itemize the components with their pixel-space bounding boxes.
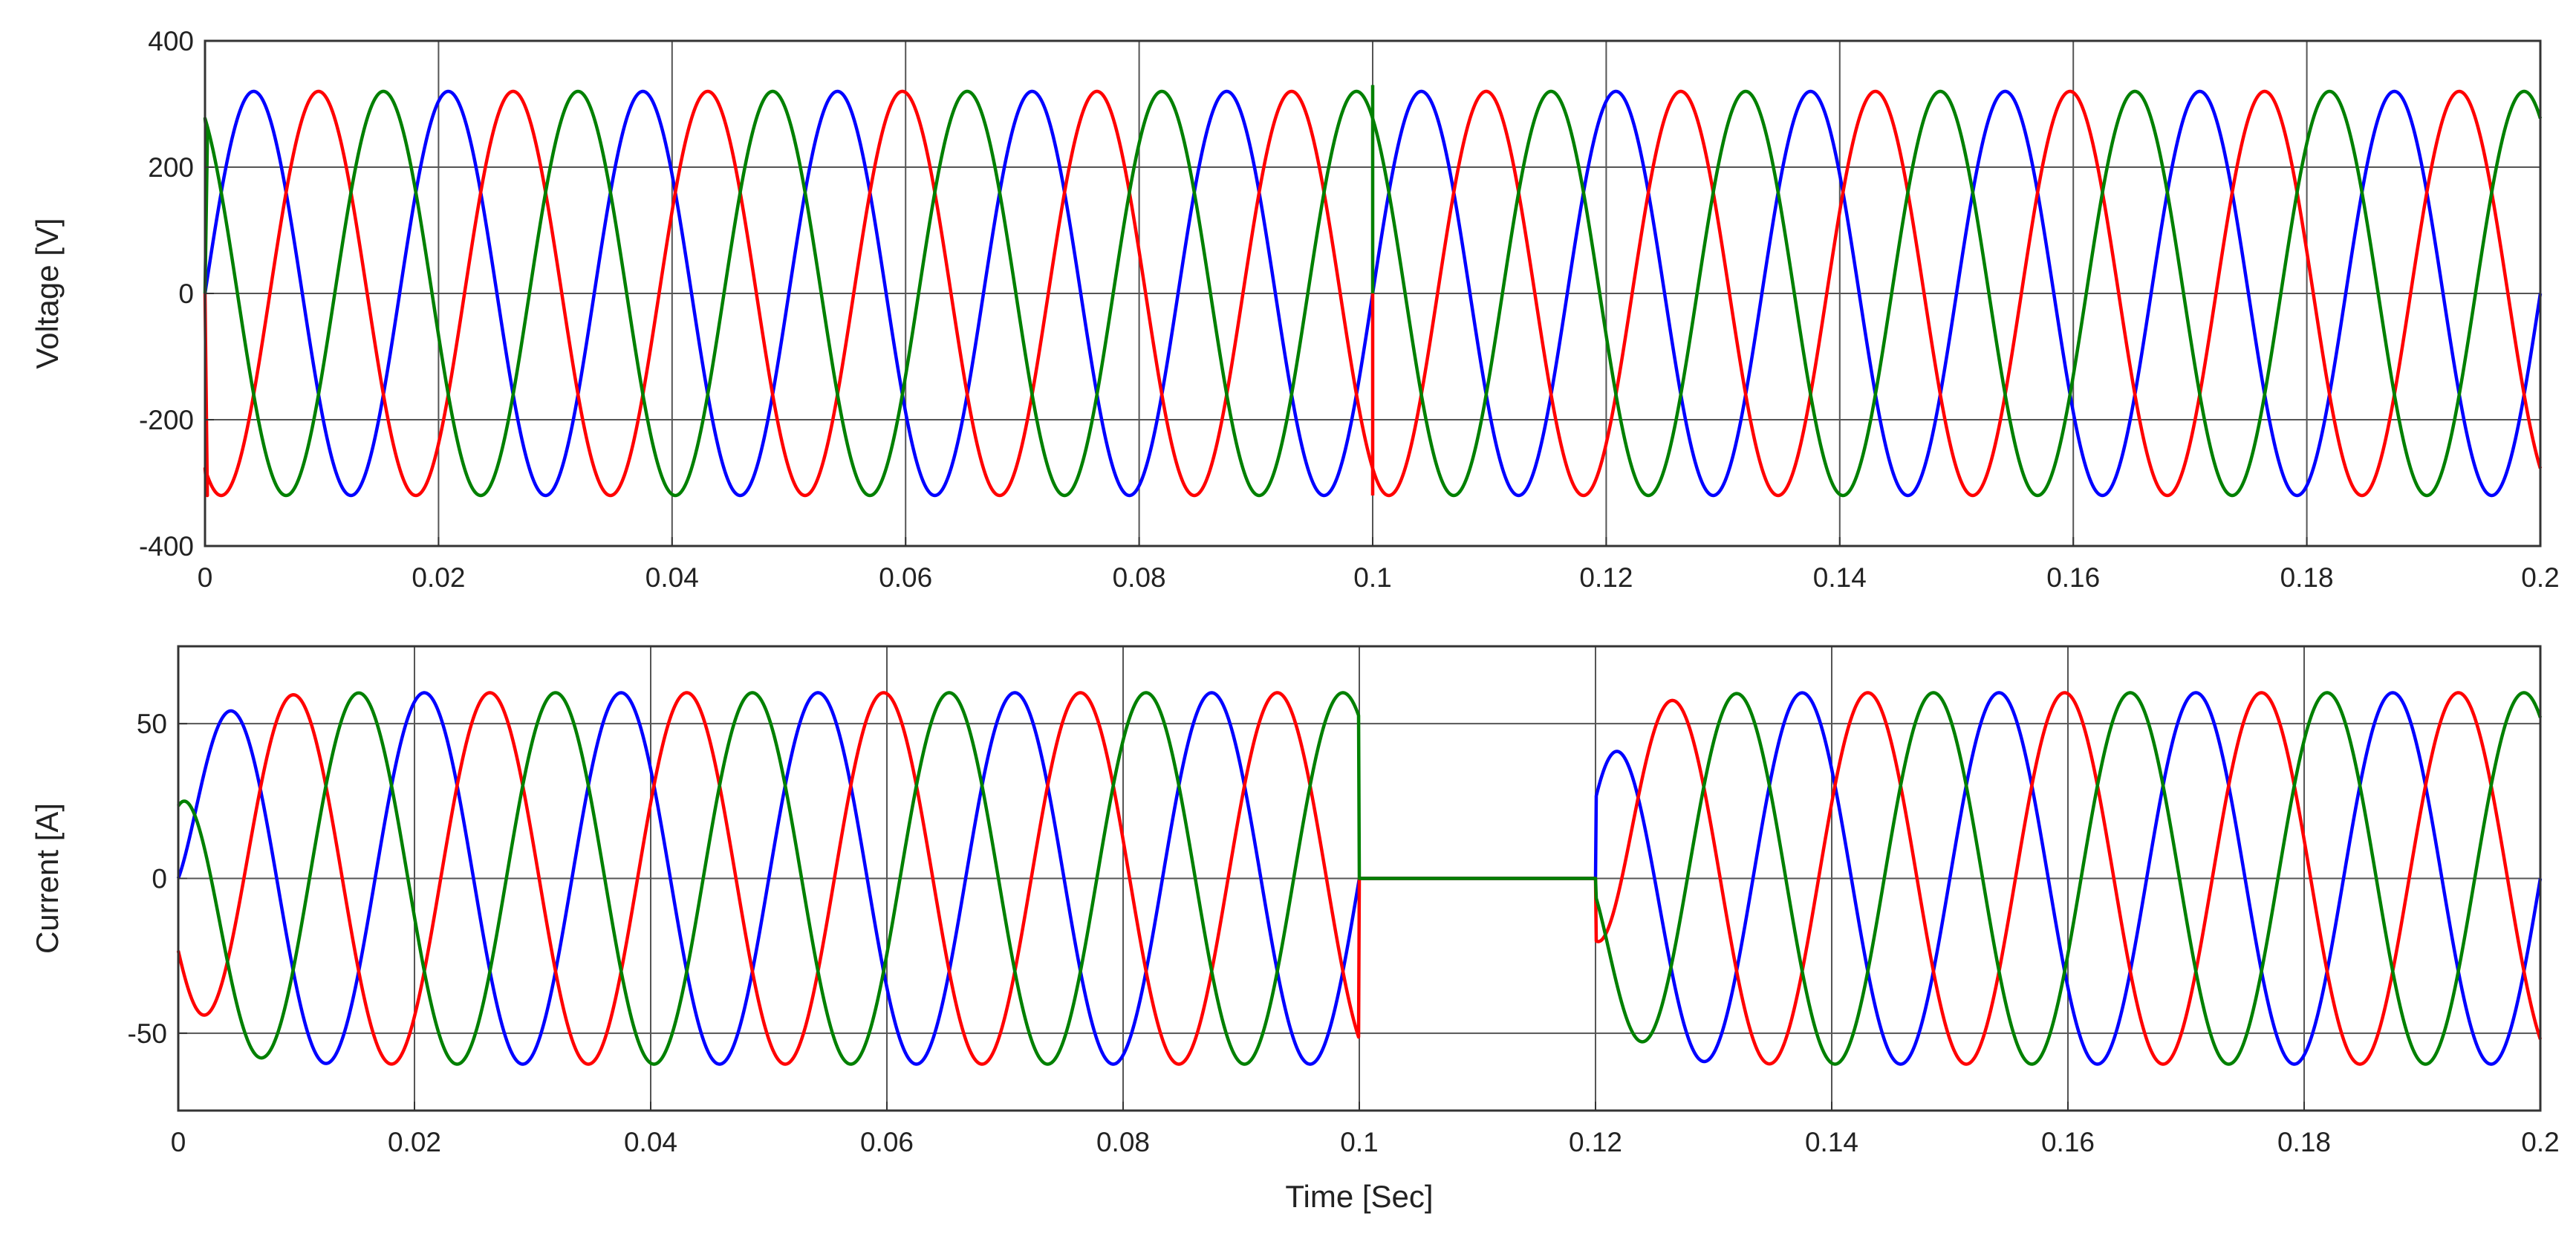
x-tick-label-0_06: 0.06 bbox=[860, 1127, 914, 1157]
y-tick-label-m50: -50 bbox=[128, 1018, 167, 1049]
current-panel: 0 0.02 0.04 0.06 0.08 0.1 0.12 0.14 0.16 0.18 0.2 -… bbox=[30, 645, 2560, 1214]
x-tick-label-0_18: 0.18 bbox=[2280, 562, 2334, 593]
series-line-current-2 bbox=[177, 691, 2543, 1066]
x-tick-label-0_04: 0.04 bbox=[645, 562, 699, 593]
y-tick-label-m200: -200 bbox=[139, 405, 194, 435]
y-tick-label-0: 0 bbox=[178, 279, 194, 309]
y-tick-label-400: 400 bbox=[148, 26, 194, 56]
x-tick-label-0_2: 0.2 bbox=[2521, 1127, 2559, 1157]
x-tick-label-0_14: 0.14 bbox=[1813, 562, 1867, 593]
x-tick-label-0_08: 0.08 bbox=[1113, 562, 1166, 593]
y-axis-label: Current [A] bbox=[30, 803, 65, 954]
x-tick-label-0_12: 0.12 bbox=[1569, 1127, 1622, 1157]
x-tick-label-0: 0 bbox=[171, 1127, 186, 1157]
x-tick-label-0_1: 0.1 bbox=[1353, 562, 1391, 593]
y-tick-label-m400: -400 bbox=[139, 531, 194, 562]
x-tick-label-0_14: 0.14 bbox=[1805, 1127, 1858, 1157]
x-axis-label: Time [Sec] bbox=[1285, 1179, 1433, 1214]
x-tick-label-0_02: 0.02 bbox=[388, 1127, 441, 1157]
x-tick-label-0_08: 0.08 bbox=[1096, 1127, 1150, 1157]
x-tick-label-0_12: 0.12 bbox=[1579, 562, 1633, 593]
x-tick-label-0: 0 bbox=[198, 562, 213, 593]
x-tick-label-0_04: 0.04 bbox=[624, 1127, 677, 1157]
voltage-panel: 0 0.02 0.04 0.06 0.08 0.1 0.12 0.14 0.16 0.18 0.2 -… bbox=[30, 26, 2560, 593]
y-tick-label-0: 0 bbox=[152, 864, 167, 894]
y-tick-label-200: 200 bbox=[148, 152, 194, 183]
y-axis-label: Voltage [V] bbox=[30, 218, 65, 368]
x-tick-label-0_16: 0.16 bbox=[2046, 562, 2100, 593]
x-tick-label-0_16: 0.16 bbox=[2041, 1127, 2095, 1157]
x-tick-label-0_02: 0.02 bbox=[412, 562, 465, 593]
x-tick-label-0_1: 0.1 bbox=[1340, 1127, 1378, 1157]
x-tick-label-0_06: 0.06 bbox=[879, 562, 932, 593]
x-tick-label-0_2: 0.2 bbox=[2521, 562, 2559, 593]
x-tick-label-0_18: 0.18 bbox=[2277, 1127, 2331, 1157]
y-tick-label-50: 50 bbox=[137, 709, 167, 739]
